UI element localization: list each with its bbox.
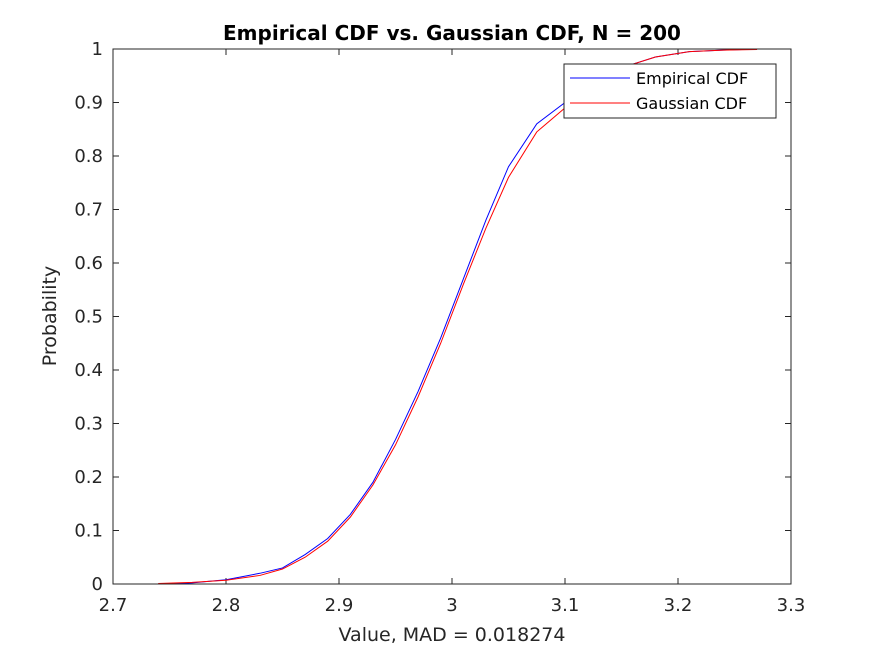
plot-area-frame [112, 48, 792, 585]
legend-label: Gaussian CDF [636, 94, 747, 113]
x-axis-label: Value, MAD = 0.018274 [339, 624, 566, 646]
y-tick-label: 0.2 [74, 467, 103, 488]
y-tick-label: 0.7 [74, 200, 103, 221]
y-tick-label: 0.4 [74, 360, 103, 381]
chart-title: Empirical CDF vs. Gaussian CDF, N = 200 [223, 21, 681, 45]
y-tick-label: 0.8 [74, 146, 103, 167]
x-tick-label: 2.8 [212, 595, 241, 616]
x-tick-label: 3.2 [664, 595, 693, 616]
plot-area-background [113, 49, 791, 584]
x-tick-label: 3.3 [777, 595, 806, 616]
legend-box [563, 63, 777, 119]
y-tick-label: 0.9 [74, 93, 103, 114]
y-tick-label: 0 [92, 574, 103, 595]
legend: Empirical CDF Gaussian CDF [563, 63, 777, 119]
y-axis-label: Probability [39, 266, 61, 366]
y-tick-label: 1 [92, 39, 103, 60]
y-tick-label: 0.3 [74, 414, 103, 435]
y-tick-label: 0.5 [74, 307, 103, 328]
x-tick-label: 2.7 [99, 595, 128, 616]
x-tick-label: 3.1 [551, 595, 580, 616]
legend-label: Empirical CDF [636, 69, 748, 88]
y-tick-label: 0.6 [74, 253, 103, 274]
x-tick-label: 3 [446, 595, 457, 616]
x-tick-label: 2.9 [325, 595, 354, 616]
axis-ticks: 2.7 2.8 2.9 3 3.1 3.2 3.3 0 0.1 0.2 0.3 0.4 0.5 0.6 0.… [74, 39, 805, 616]
y-tick-label: 0.1 [74, 521, 103, 542]
